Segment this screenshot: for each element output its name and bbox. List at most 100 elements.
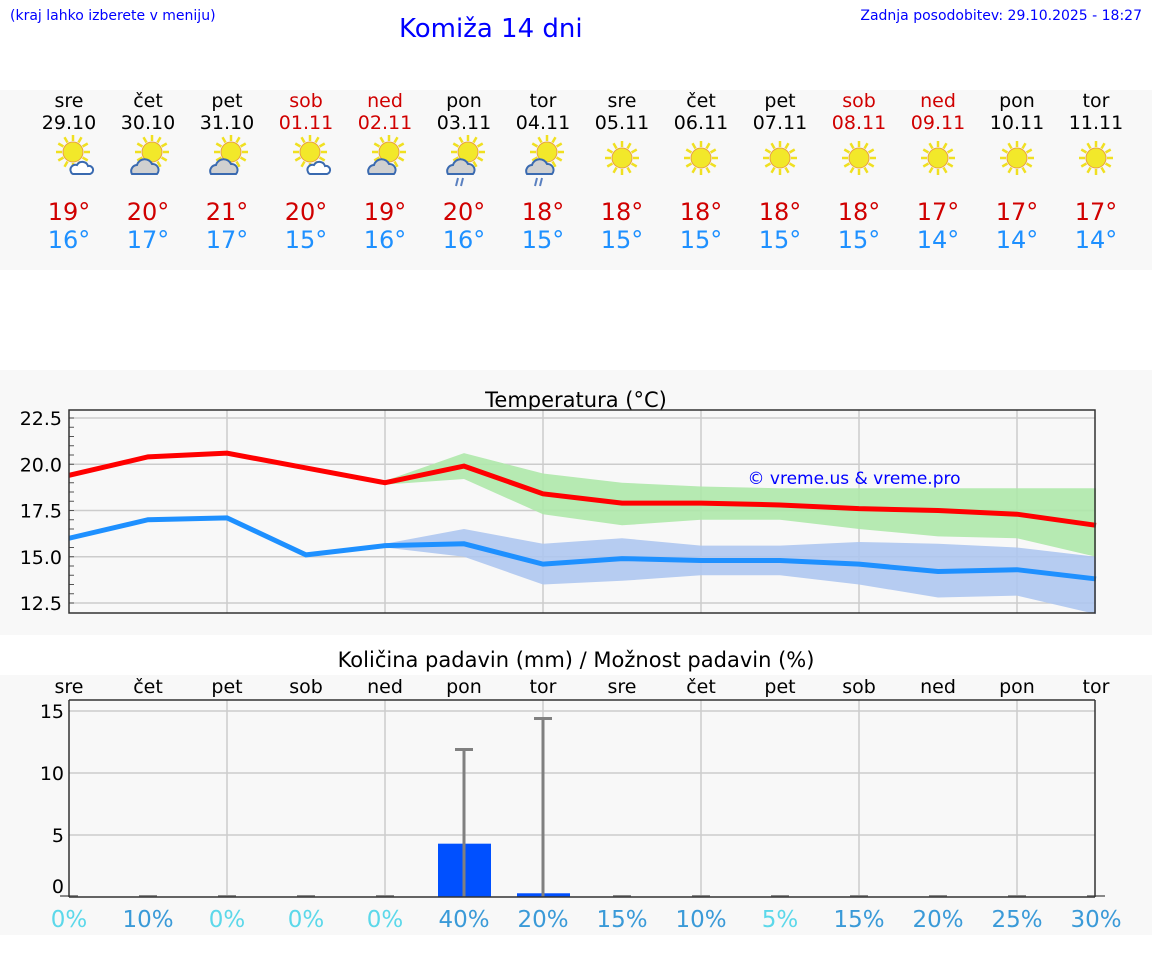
day-label: čet xyxy=(133,676,163,698)
day-label: ned xyxy=(367,676,403,698)
day-name: sre xyxy=(607,90,637,112)
day-column: sob 08.11 18° 15° xyxy=(819,90,899,254)
day-label: pet xyxy=(211,676,242,698)
min-temp: 15° xyxy=(284,226,328,254)
day-date: 02.11 xyxy=(357,112,413,134)
day-column: pet 31.10 21° 17° xyxy=(187,90,267,254)
day-column: pet 07.11 18° 15° xyxy=(740,90,820,254)
max-temp: 20° xyxy=(126,198,170,226)
day-name: čet xyxy=(133,90,163,112)
precip-probability: 0% xyxy=(288,907,325,933)
y-tick-label: 12.5 xyxy=(20,593,62,615)
max-temp: 19° xyxy=(47,198,91,226)
min-temp: 16° xyxy=(47,226,91,254)
day-date: 29.10 xyxy=(41,112,97,134)
sun-icon xyxy=(819,132,899,192)
sun-small-cloud-icon xyxy=(266,132,346,192)
y-tick-label: 20.0 xyxy=(20,454,62,476)
max-temp: 18° xyxy=(679,198,723,226)
day-date: 01.11 xyxy=(278,112,334,134)
precip-probability: 0% xyxy=(51,907,88,933)
precip-probability: 10% xyxy=(675,907,726,933)
temperature-chart-title: Temperatura (°C) xyxy=(485,388,667,412)
day-label: pon xyxy=(446,676,482,698)
day-label: sre xyxy=(55,676,84,698)
sun-icon xyxy=(977,132,1057,192)
min-temp: 15° xyxy=(837,226,881,254)
day-name: ned xyxy=(920,90,956,112)
day-name: ned xyxy=(367,90,403,112)
day-label: čet xyxy=(686,676,716,698)
last-updated: Zadnja posodobitev: 29.10.2025 - 18:27 xyxy=(860,8,1142,24)
day-column: čet 06.11 18° 15° xyxy=(661,90,741,254)
precip-probability: 15% xyxy=(596,907,647,933)
sun-icon xyxy=(898,132,978,192)
day-date: 30.10 xyxy=(120,112,176,134)
day-label: sob xyxy=(289,676,323,698)
max-temp: 17° xyxy=(1074,198,1118,226)
day-name: pon xyxy=(446,90,482,112)
sun-cloud-icon xyxy=(345,132,425,192)
day-name: pet xyxy=(764,90,796,112)
precip-probability: 10% xyxy=(122,907,173,933)
y-tick-label: 5 xyxy=(52,825,64,847)
sun-icon xyxy=(740,132,820,192)
day-label: pet xyxy=(764,676,795,698)
y-tick-label: 17.5 xyxy=(20,501,62,523)
day-date: 07.11 xyxy=(752,112,808,134)
y-tick-label: 15 xyxy=(40,701,64,723)
day-column: tor 04.11 18° 15° xyxy=(503,90,583,254)
day-name: čet xyxy=(686,90,716,112)
precip-probability: 0% xyxy=(367,907,404,933)
day-date: 08.11 xyxy=(831,112,887,134)
sun-small-cloud-icon xyxy=(29,132,109,192)
line-min xyxy=(68,515,1097,582)
y-tick-label: 10 xyxy=(40,763,64,785)
max-temp: 21° xyxy=(205,198,249,226)
day-date: 05.11 xyxy=(594,112,650,134)
min-temp: 16° xyxy=(442,226,486,254)
day-column: sre 05.11 18° 15° xyxy=(582,90,662,254)
min-temp: 17° xyxy=(126,226,170,254)
min-temp: 16° xyxy=(363,226,407,254)
min-temp: 15° xyxy=(758,226,802,254)
max-temp: 17° xyxy=(995,198,1039,226)
day-date: 03.11 xyxy=(436,112,492,134)
precipitation-chart-title: Količina padavin (mm) / Možnost padavin … xyxy=(337,648,815,672)
precip-probability: 20% xyxy=(912,907,963,933)
day-date: 09.11 xyxy=(910,112,966,134)
min-temp: 14° xyxy=(1074,226,1118,254)
band-min xyxy=(69,516,1096,615)
min-temp: 15° xyxy=(600,226,644,254)
day-date: 06.11 xyxy=(673,112,729,134)
day-column: sre 29.10 19° 16° xyxy=(29,90,109,254)
sun-cloud-rain-icon xyxy=(424,132,504,192)
day-date: 10.11 xyxy=(989,112,1045,134)
day-column: ned 09.11 17° 14° xyxy=(898,90,978,254)
band-max xyxy=(69,451,1096,557)
max-temp: 20° xyxy=(284,198,328,226)
sun-icon xyxy=(1056,132,1136,192)
daily-forecast-strip: sre 29.10 19° 16° čet 30.10 20° 17° pet 31… xyxy=(0,90,1152,270)
day-name: pon xyxy=(999,90,1035,112)
y-tick-label: 15.0 xyxy=(20,547,62,569)
day-column: tor 11.11 17° 14° xyxy=(1056,90,1136,254)
precip-probability: 20% xyxy=(517,907,568,933)
day-column: ned 02.11 19° 16° xyxy=(345,90,425,254)
min-temp: 15° xyxy=(679,226,723,254)
max-temp: 20° xyxy=(442,198,486,226)
location-hint[interactable]: (kraj lahko izberete v meniju) xyxy=(10,8,216,24)
precip-probability: 5% xyxy=(762,907,799,933)
line-max xyxy=(68,450,1097,528)
day-date: 31.10 xyxy=(199,112,255,134)
day-label: sre xyxy=(608,676,637,698)
precip-probability: 0% xyxy=(209,907,246,933)
day-name: sob xyxy=(289,90,323,112)
page-title: Komiža 14 dni xyxy=(399,14,583,44)
day-column: pon 10.11 17° 14° xyxy=(977,90,1057,254)
day-column: pon 03.11 20° 16° xyxy=(424,90,504,254)
day-column: čet 30.10 20° 17° xyxy=(108,90,188,254)
temperature-axes xyxy=(68,409,1096,614)
precip-probability: 40% xyxy=(438,907,489,933)
